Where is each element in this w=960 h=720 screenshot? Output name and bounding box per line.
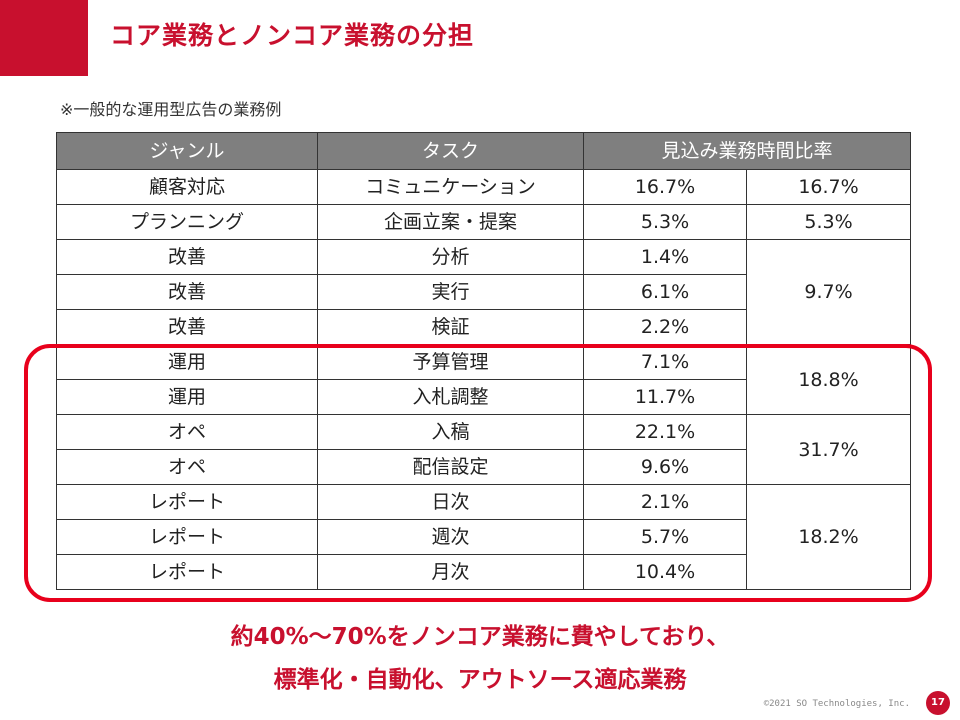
group-total-cell: 5.3% xyxy=(745,204,912,240)
task-cell: 検証 xyxy=(317,309,584,345)
task-cell: 入札調整 xyxy=(317,379,584,415)
ratio-cell: 5.3% xyxy=(583,204,747,240)
ratio-cell: 10.4% xyxy=(583,554,747,590)
genre-cell: 改善 xyxy=(56,239,318,275)
genre-cell: レポート xyxy=(56,519,318,555)
genre-cell: 改善 xyxy=(56,274,318,310)
header-genre: ジャンル xyxy=(56,132,318,170)
task-cell: コミュニケーション xyxy=(317,169,584,205)
ratio-cell: 6.1% xyxy=(583,274,747,310)
table-header-row: ジャンル タスク 見込み業務時間比率 xyxy=(56,132,912,170)
group-total-cell: 9.7% xyxy=(745,239,912,345)
table-row: オペ 配信設定 9.6% xyxy=(56,449,911,485)
table-row: レポート 月次 10.4% xyxy=(56,554,911,590)
ratio-cell: 2.1% xyxy=(583,484,747,520)
genre-cell: オペ xyxy=(56,449,318,485)
group-total-cell: 16.7% xyxy=(745,169,912,205)
ratio-cell: 2.2% xyxy=(583,309,747,345)
page-title: コア業務とノンコア業務の分担 xyxy=(110,21,475,50)
header-ratio: 見込み業務時間比率 xyxy=(582,132,912,170)
genre-cell: 運用 xyxy=(56,379,318,415)
ratio-cell: 7.1% xyxy=(583,344,747,380)
page-number-badge: 17 xyxy=(926,691,950,715)
table-row: オペ 入稿 22.1% 31.7% xyxy=(56,414,912,485)
task-cell: 日次 xyxy=(317,484,584,520)
ratio-cell: 22.1% xyxy=(583,414,747,450)
genre-cell: 顧客対応 xyxy=(56,169,318,205)
conclusion-line-1: 約40%〜70%をノンコア業務に費やしており、 xyxy=(230,624,730,650)
ratio-cell: 1.4% xyxy=(583,239,747,275)
table-row: プランニング 企画立案・提案 5.3% 5.3% xyxy=(56,204,912,240)
ratio-cell: 9.6% xyxy=(583,449,747,485)
ratio-cell: 11.7% xyxy=(583,379,747,415)
table-row: 顧客対応 コミュニケーション 16.7% 16.7% xyxy=(56,169,912,205)
conclusion-line-2: 標準化・自動化、アウトソース適応業務 xyxy=(273,667,687,693)
genre-cell: レポート xyxy=(56,554,318,590)
table-row: 運用 予算管理 7.1% 18.8% xyxy=(56,344,912,415)
group-total-cell: 31.7% xyxy=(745,414,912,485)
header-task: タスク xyxy=(317,132,584,170)
task-cell: 週次 xyxy=(317,519,584,555)
genre-cell: レポート xyxy=(56,484,318,520)
ratio-cell: 16.7% xyxy=(583,169,747,205)
genre-cell: プランニング xyxy=(56,204,318,240)
table-row: 運用 入札調整 11.7% xyxy=(56,379,911,415)
genre-cell: 運用 xyxy=(56,344,318,380)
genre-cell: オペ xyxy=(56,414,318,450)
task-cell: 分析 xyxy=(317,239,584,275)
table-row: 改善 実行 6.1% xyxy=(56,274,911,310)
table-row: 改善 分析 1.4% 9.7% xyxy=(56,239,912,345)
task-cell: 実行 xyxy=(317,274,584,310)
task-cell: 企画立案・提案 xyxy=(317,204,584,240)
task-cell: 配信設定 xyxy=(317,449,584,485)
ratio-cell: 5.7% xyxy=(583,519,747,555)
genre-cell: 改善 xyxy=(56,309,318,345)
task-cell: 月次 xyxy=(317,554,584,590)
title-accent-block xyxy=(0,0,88,76)
copyright-notice: ©2021 SO Technologies, Inc. xyxy=(763,699,910,709)
task-ratio-table: ジャンル タスク 見込み業務時間比率 顧客対応 コミュニケーション 16.7% … xyxy=(56,132,912,590)
task-cell: 入稿 xyxy=(317,414,584,450)
table-row: レポート 日次 2.1% 18.2% xyxy=(56,484,912,590)
group-total-cell: 18.8% xyxy=(745,344,912,415)
table-row: レポート 週次 5.7% xyxy=(56,519,911,555)
group-total-cell: 18.2% xyxy=(745,484,912,590)
task-cell: 予算管理 xyxy=(317,344,584,380)
table-row: 改善 検証 2.2% xyxy=(56,309,911,345)
table-note: ※一般的な運用型広告の業務例 xyxy=(60,100,282,119)
